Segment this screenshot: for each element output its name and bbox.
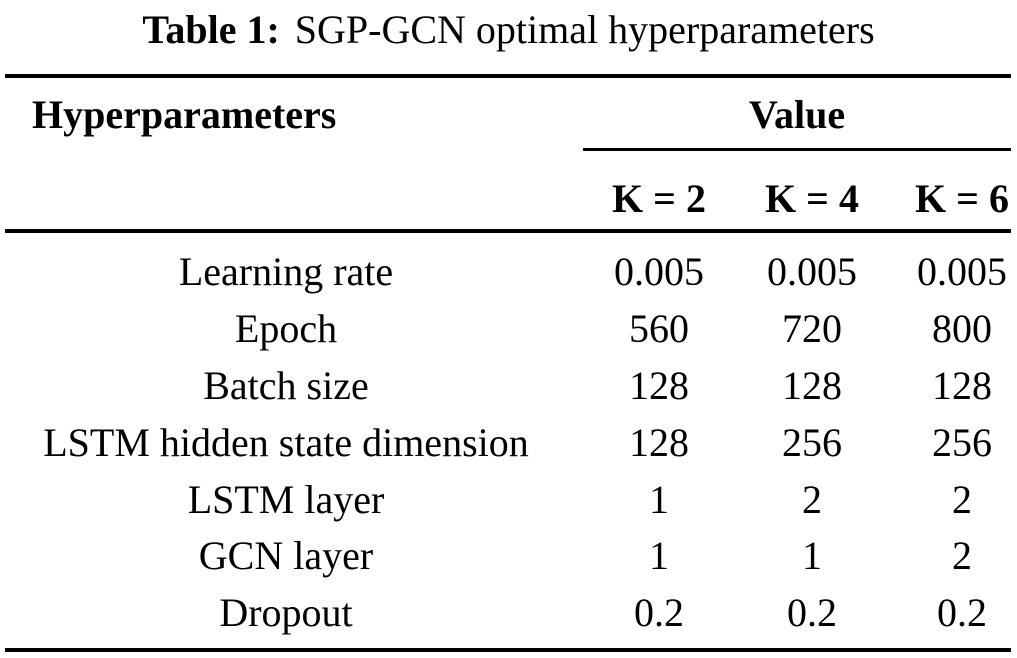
row-label: LSTM layer	[187, 476, 385, 522]
table-row-epoch: Epoch 560 720 800	[0, 301, 1017, 358]
cell-value: 560	[629, 306, 689, 352]
cell-value: 0.2	[634, 590, 684, 636]
header-k2: K = 2	[612, 176, 706, 221]
cell-value: 0.005	[767, 249, 857, 295]
cell-value: 2	[952, 533, 972, 579]
header-hyperparameters: Hyperparameters	[32, 92, 337, 137]
cell-value: 1	[649, 533, 669, 579]
table-row-dropout: Dropout 0.2 0.2 0.2	[0, 585, 1017, 642]
cell-value: 800	[932, 306, 992, 352]
table-bottom-rule	[5, 648, 1011, 652]
cell-value: 0.005	[614, 249, 704, 295]
header-k4: K = 4	[765, 176, 859, 221]
value-column-rule	[583, 148, 1011, 151]
header-rule	[5, 229, 1011, 233]
table-caption-number: Table 1:	[142, 7, 280, 52]
cell-value: 128	[629, 419, 689, 465]
row-label: GCN layer	[198, 533, 374, 579]
table-row-batch-size: Batch size 128 128 128	[0, 358, 1017, 415]
row-label: LSTM hidden state dimension	[43, 419, 529, 465]
row-label: Epoch	[234, 306, 338, 352]
cell-value: 0.005	[917, 249, 1007, 295]
cell-value: 256	[782, 419, 842, 465]
cell-value: 256	[932, 419, 992, 465]
table-row-lstm-layer: LSTM layer 1 2 2	[0, 471, 1017, 528]
cell-value: 128	[629, 362, 689, 408]
row-label: Batch size	[203, 362, 369, 408]
table-caption-title: SGP-GCN optimal hyperparameters	[294, 7, 875, 52]
cell-value: 128	[932, 362, 992, 408]
cell-value: 128	[782, 362, 842, 408]
table-row-lstm-hidden-state-dimension: LSTM hidden state dimension 128 256 256	[0, 414, 1017, 471]
cell-value: 2	[802, 476, 822, 522]
table-body: Learning rate 0.005 0.005 0.005 Epoch 56…	[0, 233, 1017, 642]
table-subheader-row: K = 2 K = 4 K = 6	[0, 174, 1017, 224]
cell-value: 1	[649, 476, 669, 522]
cell-value: 720	[782, 306, 842, 352]
table-row-learning-rate: Learning rate 0.005 0.005 0.005	[0, 244, 1017, 301]
cell-value: 0.2	[787, 590, 837, 636]
cell-value: 2	[952, 476, 972, 522]
header-value: Value	[748, 92, 846, 137]
table-header-row: Hyperparameters Value	[0, 90, 1017, 140]
cell-value: 1	[802, 533, 822, 579]
header-k6: K = 6	[915, 176, 1009, 221]
table-row-gcn-layer: GCN layer 1 1 2	[0, 528, 1017, 585]
cell-value: 0.2	[937, 590, 987, 636]
row-label: Dropout	[219, 590, 353, 636]
table-top-rule	[5, 74, 1011, 78]
table-caption: Table 1: SGP-GCN optimal hyperparameters	[0, 6, 1017, 54]
row-label: Learning rate	[178, 249, 394, 295]
